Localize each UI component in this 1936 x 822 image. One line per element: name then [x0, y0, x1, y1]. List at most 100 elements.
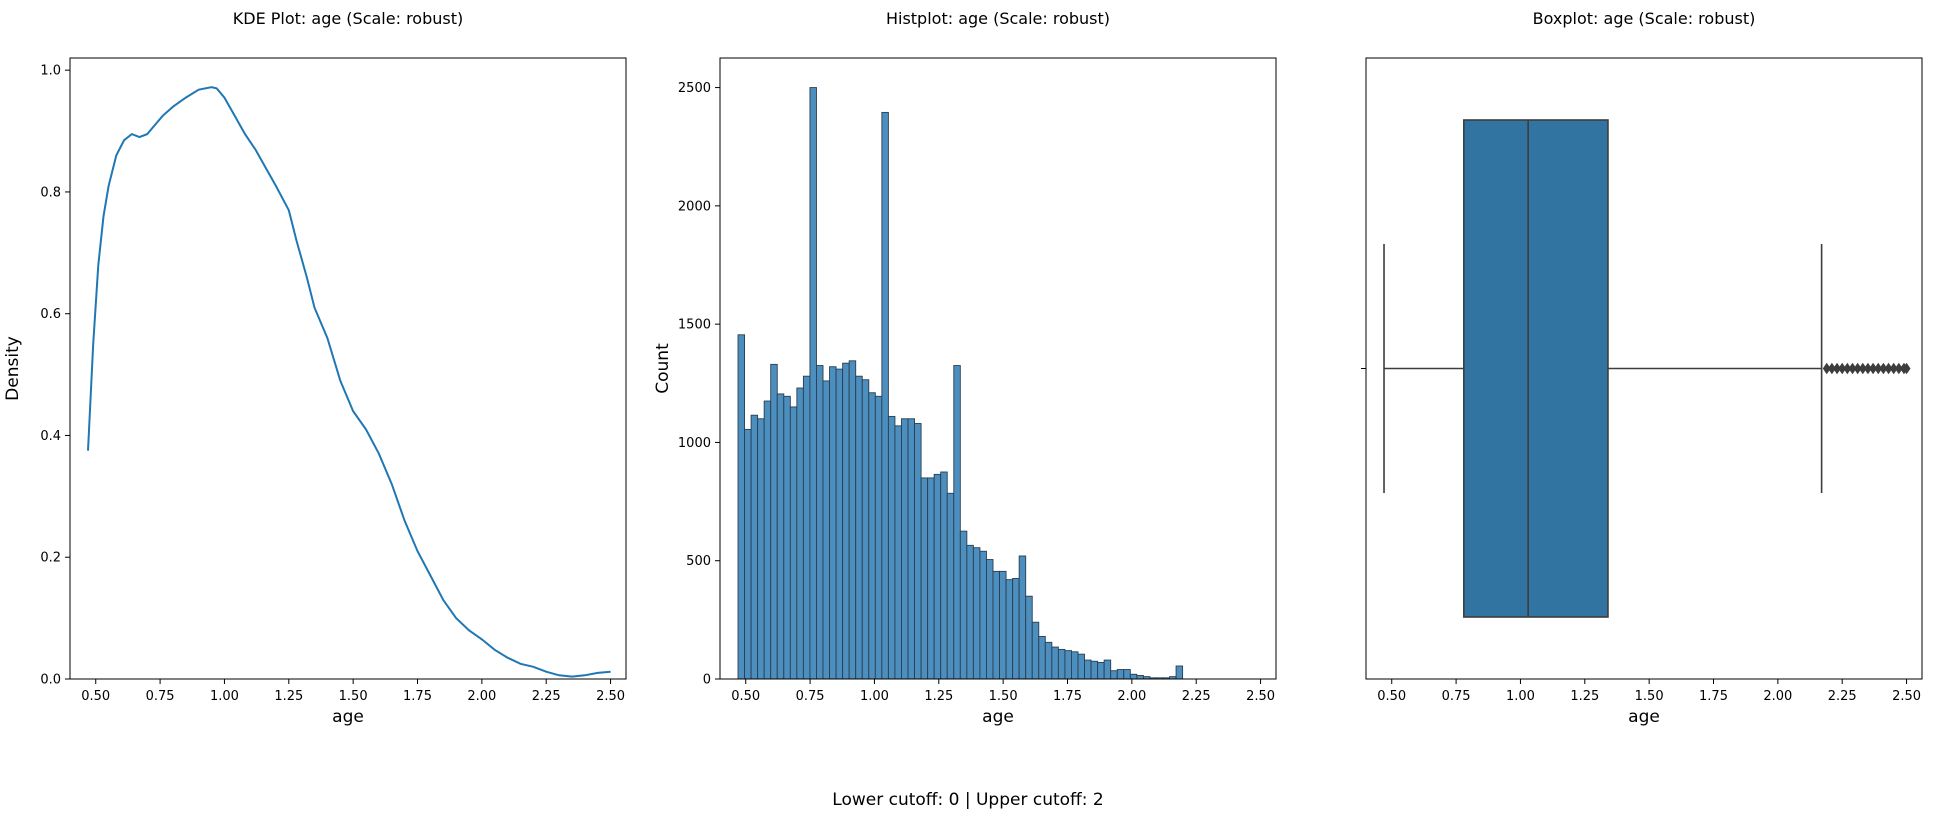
histogram-bar [907, 418, 916, 680]
x-tick-label: 0.75 [1442, 689, 1471, 704]
y-tick-label: 1500 [678, 318, 711, 333]
histogram-bar [992, 570, 1001, 680]
x-tick-label: 1.50 [989, 689, 1018, 704]
histogram-bar [986, 559, 994, 680]
chart-title: Boxplot: age (Scale: robust) [1533, 9, 1756, 28]
histogram-bar [776, 393, 785, 680]
histogram-bar [789, 406, 798, 680]
y-tick-label: 2500 [678, 81, 711, 96]
y-axis-label: Count [653, 343, 673, 394]
x-tick-label: 0.50 [1377, 689, 1406, 704]
y-tick-label: 1.0 [40, 64, 61, 79]
x-tick-label: 1.25 [274, 689, 303, 704]
x-tick-label: 1.50 [339, 689, 368, 704]
histogram-bar [783, 395, 791, 680]
histogram-bar [887, 415, 896, 680]
histogram-bar [861, 379, 870, 680]
histogram-bar [1044, 641, 1053, 680]
chart-panel-3: Boxplot: age (Scale: robust) 0.50 0.75 1.00… [1361, 9, 1923, 727]
histogram-bar [953, 365, 961, 680]
histogram-bar [894, 425, 902, 680]
histogram-bar [972, 547, 981, 680]
chart-panel-2: Histplot: age (Scale: robust) 0.50 0.75 1.0… [653, 9, 1277, 727]
histogram-bar [881, 111, 889, 680]
axes-frame [69, 57, 627, 680]
kde-density-line [87, 86, 611, 678]
x-tick-label: 2.00 [1763, 689, 1792, 704]
histogram-bar [1018, 555, 1027, 680]
histogram-bar [1129, 673, 1138, 680]
histogram-bar [835, 368, 844, 680]
x-tick-label: 2.50 [596, 689, 625, 704]
histogram-bar [855, 375, 863, 680]
y-tick-label: 500 [686, 554, 711, 569]
histogram-bar [750, 414, 759, 680]
x-tick-label: 2.00 [1117, 689, 1146, 704]
y-tick-label: 0.8 [40, 185, 61, 200]
interquartile-box [1463, 119, 1609, 618]
x-tick-label: 2.25 [532, 689, 561, 704]
histogram-bar [1123, 669, 1131, 680]
x-tick-label: 0.50 [731, 689, 760, 704]
x-tick-label: 1.00 [1506, 689, 1535, 704]
histogram-bar [1175, 665, 1184, 680]
x-tick-label: 1.00 [860, 689, 889, 704]
x-tick-label: 2.25 [1182, 689, 1211, 704]
y-axis-label: Density [3, 336, 23, 401]
histogram-bar [763, 400, 772, 680]
x-axis-label: age [982, 707, 1014, 727]
axes-frame [1365, 57, 1923, 680]
x-tick-label: 2.50 [1246, 689, 1275, 704]
x-tick-label: 1.75 [1053, 689, 1082, 704]
y-tick-label: 0.2 [40, 551, 61, 566]
x-tick-label: 1.75 [403, 689, 432, 704]
histogram-bar [829, 366, 837, 680]
histogram-bar [809, 87, 817, 680]
axes-frame [719, 57, 1277, 680]
histogram-bar [1038, 635, 1046, 680]
histogram-bar [1110, 670, 1118, 680]
x-axis-label: age [332, 707, 364, 727]
histogram-bar [1051, 646, 1059, 680]
histogram-bar [1064, 650, 1072, 680]
histogram-bar [1057, 648, 1066, 680]
histogram-bar [979, 550, 987, 680]
outlier-marker [1902, 362, 1911, 375]
histogram-bar [940, 471, 948, 680]
y-tick-label: 0.6 [40, 307, 61, 322]
histogram-bar [757, 418, 765, 680]
y-tick-label: 1000 [678, 436, 711, 451]
histogram-bar [1103, 659, 1112, 680]
histogram-bar [816, 365, 824, 680]
histogram-bar [744, 428, 752, 680]
x-tick-label: 2.00 [467, 689, 496, 704]
histogram-bar [999, 570, 1007, 680]
histogram-bar [914, 423, 922, 680]
chart-title: Histplot: age (Scale: robust) [886, 9, 1110, 28]
histogram-bar [1031, 621, 1040, 680]
histogram-bar [959, 530, 968, 680]
histogram-bar [1084, 659, 1092, 680]
histogram-bar [901, 418, 909, 680]
histogram-bar [1025, 595, 1033, 680]
x-tick-label: 1.25 [1570, 689, 1599, 704]
histogram-bar [1136, 675, 1144, 680]
chart-panel-1: KDE Plot: age (Scale: robust) 0.50 0.75 1.0… [3, 9, 627, 727]
histogram-bar [868, 392, 876, 680]
x-tick-label: 1.00 [210, 689, 239, 704]
x-tick-label: 1.50 [1635, 689, 1664, 704]
x-tick-label: 2.25 [1828, 689, 1857, 704]
histogram-bar [933, 473, 942, 680]
x-tick-label: 1.75 [1699, 689, 1728, 704]
histogram-bar [1012, 578, 1020, 680]
x-tick-label: 0.75 [146, 689, 175, 704]
histogram-bar [848, 360, 857, 680]
histogram-bar [1077, 653, 1085, 680]
histogram-bar [966, 544, 974, 680]
y-tick-label: 0 [703, 673, 711, 688]
x-tick-label: 2.50 [1892, 689, 1921, 704]
chart-title: KDE Plot: age (Scale: robust) [233, 9, 463, 28]
histogram-bar [946, 492, 955, 680]
x-tick-label: 1.25 [924, 689, 953, 704]
